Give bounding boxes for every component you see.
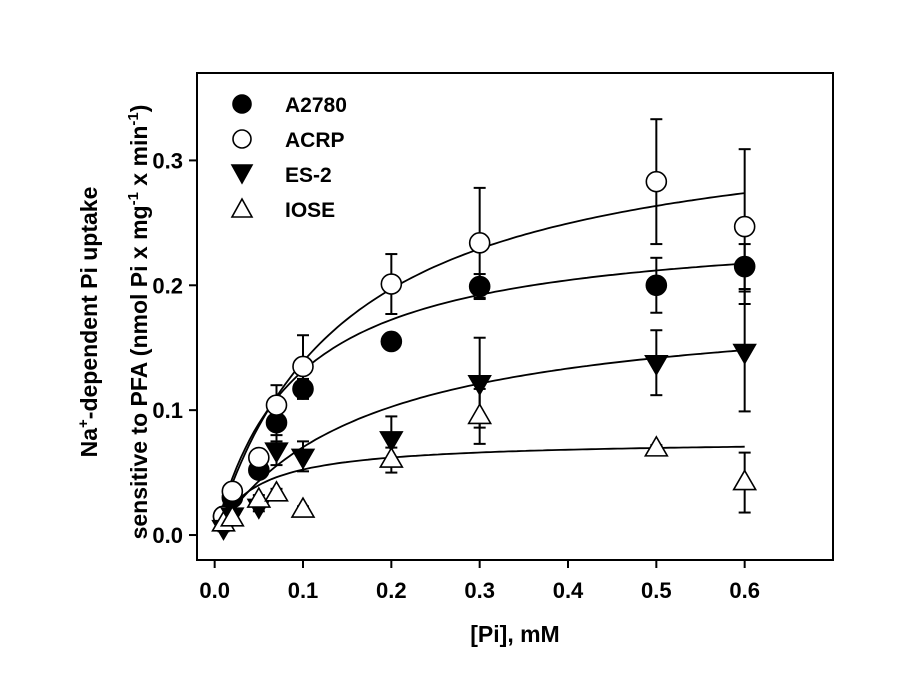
legend-entry-es2: ES-2	[232, 164, 332, 187]
legend-label-acrp: ACRP	[285, 129, 345, 152]
legend-marker-acrp	[233, 130, 251, 148]
data-point-a2780	[470, 277, 490, 297]
data-point-iose	[469, 404, 491, 423]
data-point-iose	[734, 471, 756, 490]
data-point-es2	[734, 344, 756, 363]
data-point-acrp	[470, 233, 490, 253]
x-tick-label: 0.0	[199, 578, 230, 603]
y-tick-label: 0.1	[152, 398, 183, 423]
data-point-a2780	[646, 275, 666, 295]
kinetics-chart: 0.0 0.1 0.2 0.3 0.4 0.5 0.6 0.0 0.1 0.2 0.3 [Pi], …	[0, 0, 904, 680]
data-point-acrp	[293, 356, 313, 376]
data-point-acrp	[646, 172, 666, 192]
legend-entry-acrp: ACRP	[233, 129, 345, 152]
y-axis-title-line2-middle: x min	[126, 126, 152, 192]
data-point-a2780	[381, 331, 401, 351]
data-point-iose	[645, 437, 667, 456]
legend-label-es2: ES-2	[285, 164, 332, 187]
y-tick-label: 0.3	[152, 148, 183, 173]
y-axis-title-line1-sup: +	[75, 419, 92, 428]
legend-marker-iose	[232, 199, 252, 217]
x-tick-label: 0.2	[376, 578, 407, 603]
y-tick-label: 0.2	[152, 273, 183, 298]
x-tick-label: 0.4	[553, 578, 584, 603]
y-axis-title-line2-prefix: sensitive to PFA (nmol Pi x mg	[126, 205, 152, 539]
legend-label-iose: IOSE	[285, 199, 335, 222]
y-axis-title-line1: Na+-dependent Pi uptake	[75, 187, 102, 458]
x-axis-title: [Pi], mM	[470, 621, 559, 647]
legend: A2780 ACRP ES-2 IOSE	[232, 94, 347, 222]
x-tick-label: 0.1	[288, 578, 319, 603]
x-tick-label: 0.3	[464, 578, 495, 603]
legend-entry-iose: IOSE	[232, 199, 335, 222]
legend-entry-a2780: A2780	[233, 94, 347, 117]
data-point-acrp	[249, 448, 269, 468]
legend-label-a2780: A2780	[285, 94, 347, 117]
data-point-es2	[645, 356, 667, 375]
data-point-acrp	[381, 274, 401, 294]
y-axis-title-line2-sup2: -1	[125, 112, 142, 125]
data-point-iose	[266, 482, 288, 501]
y-tick-label: 0.0	[152, 523, 183, 548]
data-point-a2780	[735, 257, 755, 277]
data-point-acrp	[735, 217, 755, 237]
x-tick-label: 0.5	[641, 578, 672, 603]
data-point-iose	[292, 498, 314, 517]
data-point-acrp	[267, 395, 287, 415]
y-axis-title-line2-suffix: )	[126, 105, 152, 113]
legend-marker-es2	[232, 165, 252, 183]
y-axis-title-line2-sup1: -1	[125, 192, 142, 205]
y-axis-title-line2: sensitive to PFA (nmol Pi x mg-1 x min-1…	[125, 105, 152, 540]
data-point-a2780	[293, 379, 313, 399]
y-axis-title-line1-suffix: -dependent Pi uptake	[76, 187, 102, 420]
data-point-acrp	[222, 481, 242, 501]
x-tick-label: 0.6	[729, 578, 760, 603]
data-point-es2	[292, 449, 314, 468]
legend-marker-a2780	[233, 95, 251, 113]
y-axis-title-line1-prefix: Na	[76, 428, 102, 458]
